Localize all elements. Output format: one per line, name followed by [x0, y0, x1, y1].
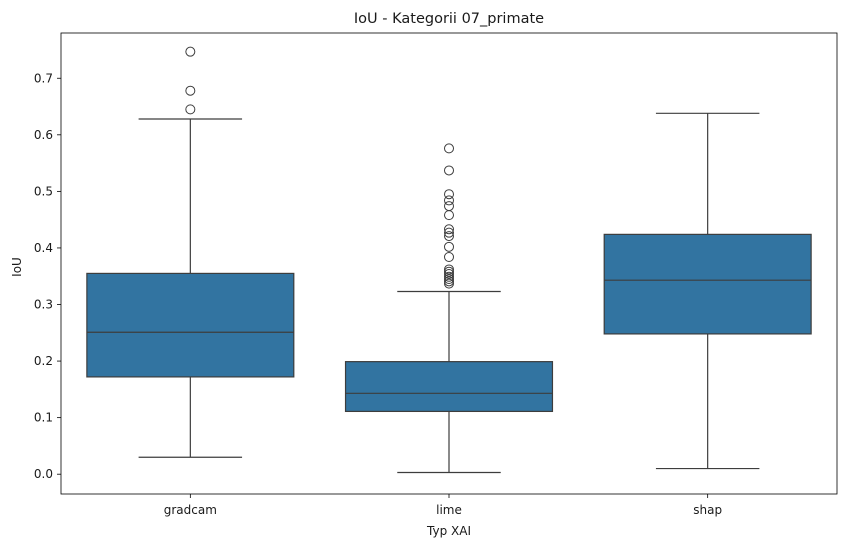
outlier-lime	[444, 276, 454, 287]
outlier-lime	[444, 264, 454, 275]
outlier-lime	[444, 251, 454, 262]
y-tick-label: 0.2	[34, 354, 53, 368]
outlier-lime	[444, 268, 454, 279]
outlier-lime	[444, 143, 454, 154]
box-lime	[344, 361, 554, 413]
outlier-lime	[444, 278, 454, 289]
x-tick-label: gradcam	[164, 503, 217, 517]
outlier-lime	[444, 165, 454, 176]
outlier-gradcam	[185, 46, 196, 57]
x-axis-label: Typ XAI	[426, 524, 471, 538]
outlier-lime	[444, 241, 454, 252]
y-tick-label: 0.6	[34, 128, 53, 142]
outlier-lime	[444, 195, 454, 206]
outlier-lime	[444, 210, 454, 221]
outlier-gradcam	[185, 85, 196, 96]
outlier-gradcam	[185, 104, 196, 115]
outlier-lime	[444, 201, 454, 212]
plot-area: 0.0 0.1 0.2 0.3 0.4 0.5 0.6 0.7 gradcam lime shap	[34, 32, 838, 517]
box-shap	[603, 233, 812, 335]
x-tick-label: lime	[436, 503, 462, 517]
outlier-lime	[444, 274, 454, 285]
outlier-lime	[444, 224, 454, 235]
chart-title: IoU - Kategorii 07_primate	[354, 11, 544, 27]
y-tick-label: 0.1	[34, 411, 53, 425]
outlier-lime	[444, 266, 454, 277]
y-tick-label: 0.0	[34, 467, 53, 481]
y-tick-label: 0.4	[34, 241, 53, 255]
y-axis-label: IoU	[10, 257, 24, 277]
box-gradcam	[86, 272, 295, 378]
outlier-lime	[444, 227, 454, 238]
outlier-lime	[444, 189, 454, 200]
outlier-lime	[444, 271, 454, 282]
x-tick-label: shap	[693, 503, 722, 517]
y-tick-label: 0.3	[34, 298, 53, 312]
y-tick-label: 0.7	[34, 71, 53, 85]
y-tick-label: 0.5	[34, 184, 53, 198]
outlier-lime	[444, 231, 454, 242]
